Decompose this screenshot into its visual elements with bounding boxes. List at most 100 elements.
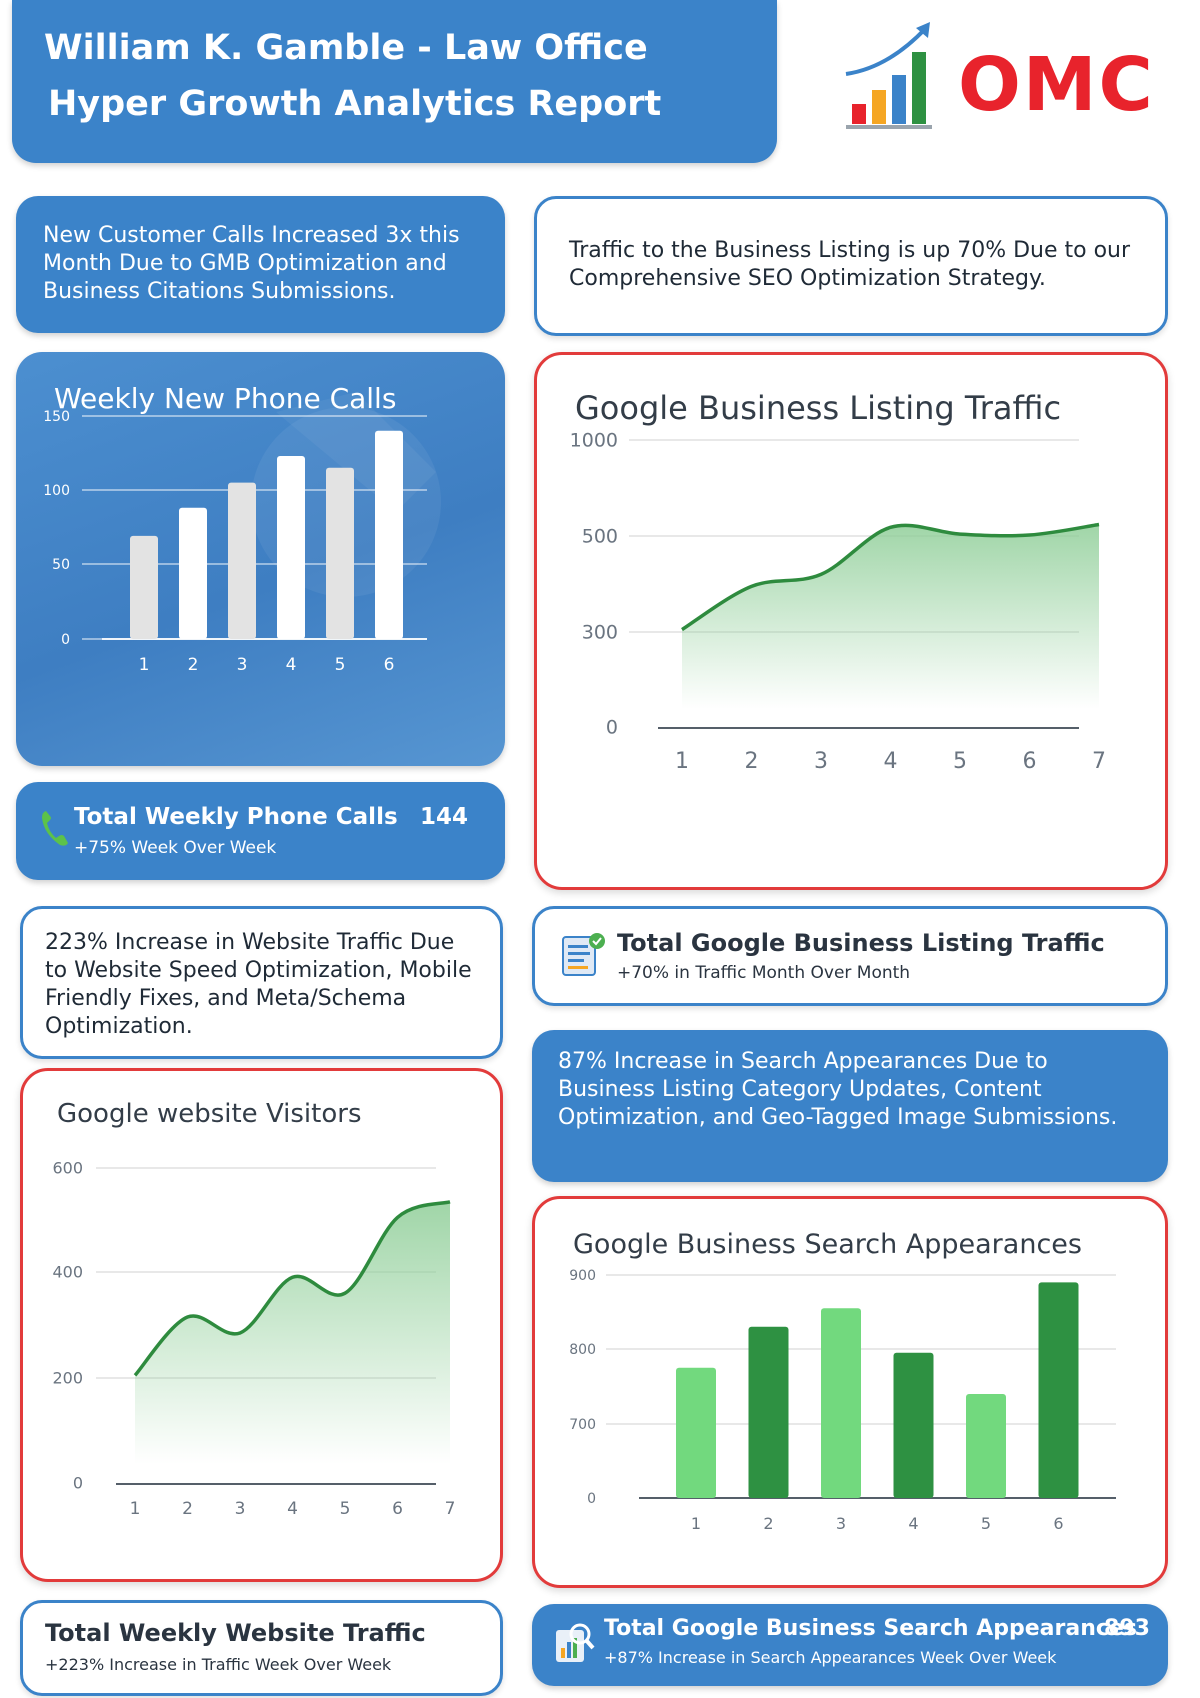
bar <box>130 535 158 639</box>
x-tick-label: 2 <box>745 749 759 774</box>
y-tick-label: 300 <box>582 622 618 644</box>
y-tick-label: 0 <box>606 717 618 739</box>
listing-traffic-chart-card: Google Business Listing Traffic 0 300 500 1… <box>534 352 1168 890</box>
x-tick-label: 6 <box>392 1499 403 1519</box>
website-total-label: Total Weekly Website Traffic <box>45 1619 426 1647</box>
listing-total-label: Total Google Business Listing Traffic <box>617 929 1105 957</box>
search-total-value: 893 <box>1104 1616 1150 1641</box>
growth-chart-logo-icon <box>845 22 932 129</box>
bar <box>375 430 403 639</box>
x-tick-label: 2 <box>182 1499 193 1519</box>
y-tick-label: 600 <box>52 1159 83 1178</box>
y-tick-label: 0 <box>61 632 70 648</box>
website-description: 223% Increase in Website Traffic Due to … <box>45 930 472 1039</box>
y-tick-label: 900 <box>569 1268 596 1284</box>
phone-total-sub: +75% Week Over Week <box>74 838 277 858</box>
listing-description: Traffic to the Business Listing is up 70… <box>569 238 1131 291</box>
y-tick-label: 50 <box>52 557 70 573</box>
x-tick-label: 4 <box>908 1514 918 1533</box>
x-tick-label: 5 <box>981 1514 991 1533</box>
bar <box>326 467 354 639</box>
listing-chart-title: Google Business Listing Traffic <box>575 389 1062 427</box>
calls-description-card: New Customer Calls Increased 3x this Mon… <box>16 196 505 333</box>
phone-total-label: Total Weekly Phone Calls <box>74 804 398 830</box>
area-fill <box>135 1201 450 1464</box>
x-tick-label: 3 <box>814 749 828 774</box>
y-tick-label: 0 <box>587 1491 596 1507</box>
search-report-icon <box>556 1623 595 1662</box>
listing-total-card: Total Google Business Listing Traffic +7… <box>532 906 1168 1006</box>
listing-report-icon <box>562 933 605 976</box>
header-title-line2: Hyper Growth Analytics Report <box>48 84 662 124</box>
x-tick-label: 5 <box>335 655 346 675</box>
bar <box>966 1394 1006 1498</box>
x-tick-label: 1 <box>139 655 150 675</box>
x-tick-label: 5 <box>953 749 967 774</box>
y-tick-label: 500 <box>582 526 618 548</box>
website-total-card: Total Weekly Website Traffic +223% Incre… <box>20 1600 503 1696</box>
y-tick-label: 1000 <box>570 430 618 452</box>
y-tick-label: 100 <box>43 483 70 499</box>
phone-total-card: Total Weekly Phone Calls 144 +75% Week O… <box>16 782 505 880</box>
x-tick-label: 4 <box>287 1499 298 1519</box>
x-tick-label: 4 <box>286 655 297 675</box>
x-tick-label: 3 <box>237 655 248 675</box>
x-tick-label: 3 <box>235 1499 246 1519</box>
x-tick-label: 6 <box>1023 749 1037 774</box>
area-fill <box>682 524 1099 709</box>
report-header: William K. Gamble - Law Office Hyper Gro… <box>12 0 777 163</box>
x-tick-label: 1 <box>691 1514 701 1533</box>
x-tick-label: 3 <box>836 1514 846 1533</box>
search-appearances-chart-card: Google Business Search Appearances 0 700 8… <box>532 1196 1168 1588</box>
x-tick-label: 2 <box>188 655 199 675</box>
bar <box>748 1326 789 1498</box>
website-total-sub: +223% Increase in Traffic Week Over Week <box>45 1655 392 1674</box>
search-appearances-chart: 0 700 800 900 1 2 3 4 5 6 <box>569 1268 1116 1533</box>
website-visitors-chart-card: Google website Visitors 0 200 400 600 1 2 3 4 5 6… <box>20 1068 503 1582</box>
bar <box>228 482 256 639</box>
phone-calls-chart: 0 50 100 150 1 2 3 4 5 6 <box>43 409 427 675</box>
series-line <box>133 1200 451 1377</box>
phone-calls-chart-card: Weekly New Phone Calls 0 50 100 150 1 2 3 4 5 6 <box>16 352 505 766</box>
search-description-card: 87% Increase in Search Appearances Due t… <box>532 1030 1168 1182</box>
x-tick-label: 7 <box>445 1499 456 1519</box>
bar <box>1038 1282 1079 1498</box>
search-description: 87% Increase in Search Appearances Due t… <box>558 1049 1118 1130</box>
series-line <box>681 522 1100 632</box>
search-total-card: Total Google Business Search Appearances… <box>532 1604 1168 1686</box>
y-tick-label: 200 <box>52 1369 83 1388</box>
bar <box>821 1308 861 1498</box>
website-chart-title: Google website Visitors <box>57 1099 362 1129</box>
bar <box>676 1367 716 1498</box>
website-description-card: 223% Increase in Website Traffic Due to … <box>20 906 503 1059</box>
omc-logo: OMC <box>838 20 1158 135</box>
y-tick-label: 150 <box>43 409 70 425</box>
search-total-label: Total Google Business Search Appearances <box>604 1616 1137 1641</box>
search-chart-title: Google Business Search Appearances <box>573 1229 1082 1260</box>
logo-wordmark: OMC <box>958 42 1155 128</box>
x-tick-label: 1 <box>130 1499 141 1519</box>
x-tick-label: 1 <box>675 749 689 774</box>
listing-description-card: Traffic to the Business Listing is up 70… <box>534 196 1168 336</box>
y-tick-label: 0 <box>73 1474 83 1493</box>
y-tick-label: 800 <box>569 1342 596 1358</box>
x-tick-label: 7 <box>1092 749 1106 774</box>
header-title-line1: William K. Gamble - Law Office <box>44 28 648 68</box>
bar <box>179 507 207 639</box>
x-tick-label: 2 <box>763 1514 773 1533</box>
phone-icon <box>42 811 68 846</box>
y-tick-label: 700 <box>569 1417 596 1433</box>
phone-chart-title: Weekly New Phone Calls <box>54 382 397 415</box>
listing-total-sub: +70% in Traffic Month Over Month <box>617 963 911 983</box>
website-visitors-chart: 0 200 400 600 1 2 3 4 5 6 7 <box>52 1159 456 1519</box>
phone-total-value: 144 <box>420 804 469 830</box>
calls-description: New Customer Calls Increased 3x this Mon… <box>43 223 460 304</box>
x-tick-label: 6 <box>1053 1514 1063 1533</box>
x-tick-label: 5 <box>340 1499 351 1519</box>
bar <box>893 1352 934 1498</box>
search-total-sub: +87% Increase in Search Appearances Week… <box>604 1648 1057 1667</box>
x-tick-label: 6 <box>384 655 395 675</box>
x-tick-label: 4 <box>884 749 898 774</box>
listing-traffic-chart: 0 300 500 1000 1 2 3 4 5 6 7 <box>570 430 1106 774</box>
y-tick-label: 400 <box>52 1263 83 1282</box>
